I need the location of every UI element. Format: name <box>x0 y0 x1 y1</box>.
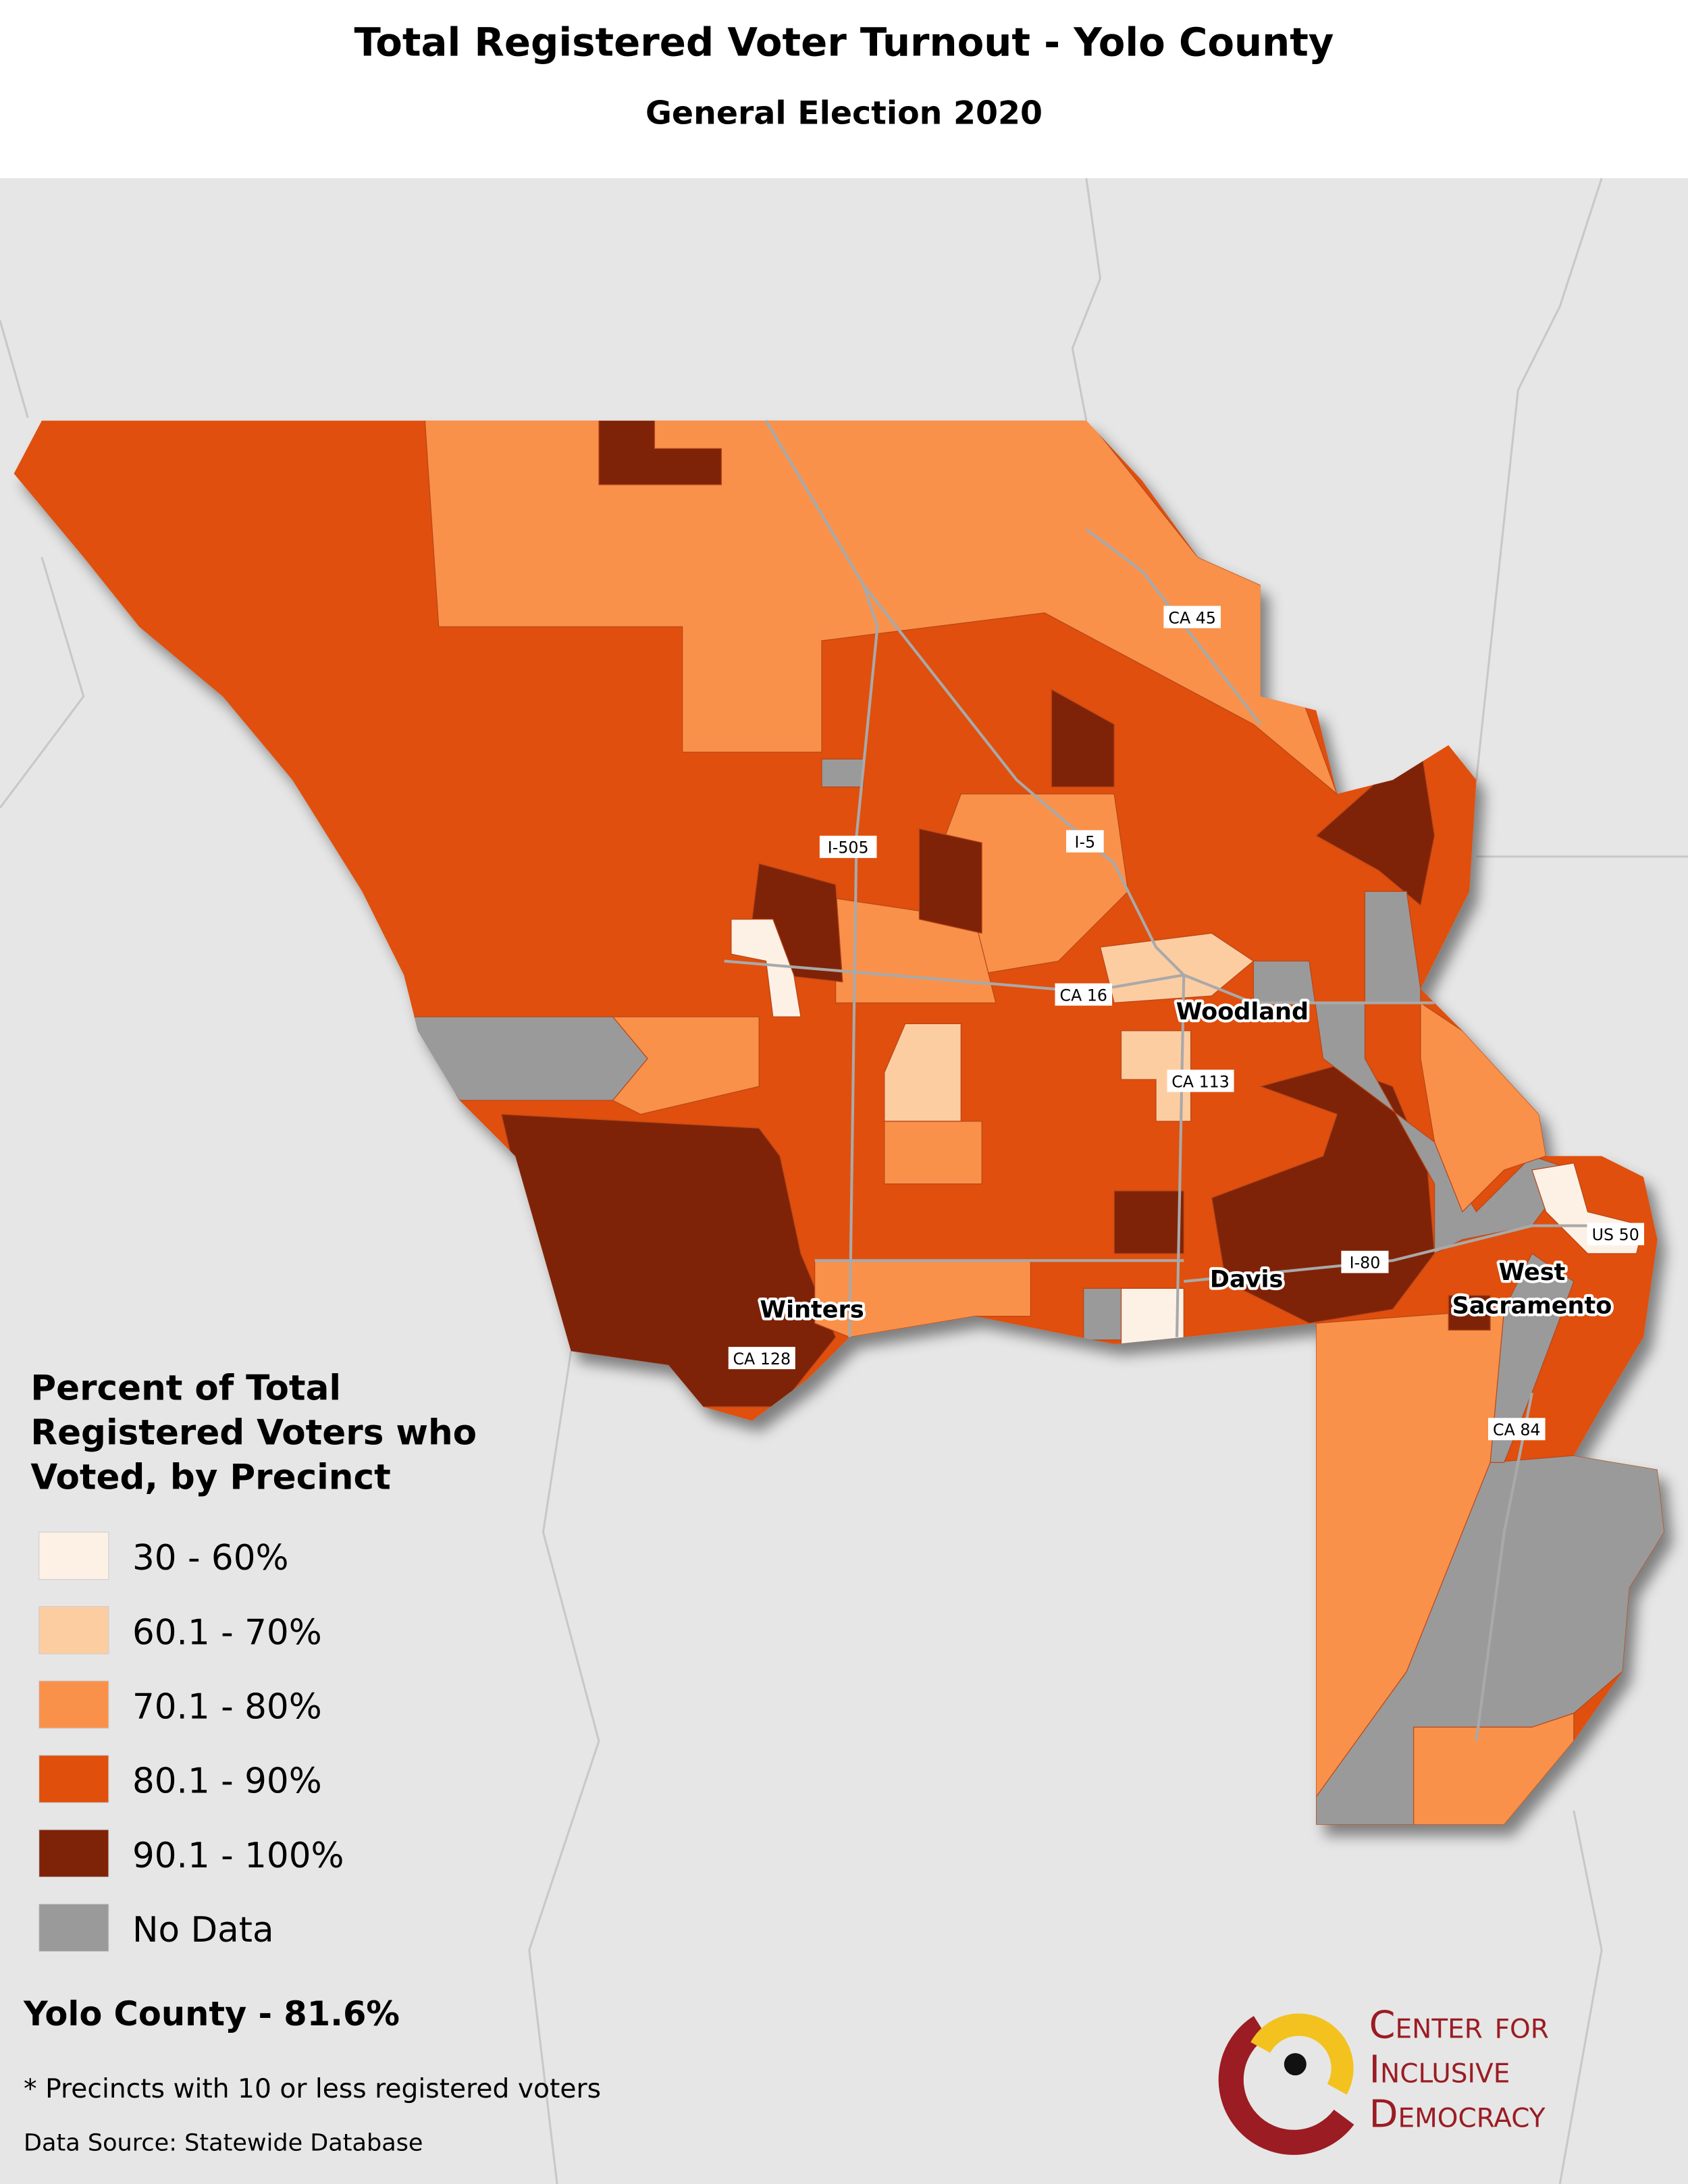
neighbor-boundaries <box>0 178 1688 2184</box>
legend-label: 90.1 - 100% <box>132 1836 344 1876</box>
road-label: CA 128 <box>733 1350 791 1368</box>
road-label: I-505 <box>828 838 869 857</box>
precinct-areas <box>403 421 1664 1825</box>
legend-label: 70.1 - 80% <box>132 1686 322 1727</box>
road-shield <box>1163 606 1221 629</box>
road-shield <box>819 835 877 858</box>
road-shield <box>1341 1250 1389 1273</box>
road-shield <box>728 1347 795 1370</box>
header-band <box>0 0 1688 179</box>
legend-title: Voted, by Precinct <box>30 1457 390 1497</box>
place-label: Woodland <box>1176 998 1309 1026</box>
legend-label: 60.1 - 70% <box>132 1612 322 1653</box>
road-shield <box>1167 1069 1234 1092</box>
logo-text: Inclusive <box>1369 2048 1510 2092</box>
roads <box>724 420 1643 1742</box>
road-label: CA 16 <box>1060 986 1108 1005</box>
road-shield <box>1587 1223 1645 1246</box>
legend-swatch <box>38 1829 109 1877</box>
place-label: Davis <box>1210 1265 1283 1293</box>
map-title: Total Registered Voter Turnout - Yolo Co… <box>354 20 1334 65</box>
logo-text: Center for <box>1369 2003 1549 2047</box>
legend-swatch <box>38 1680 109 1729</box>
legend-title: Registered Voters who <box>30 1412 477 1453</box>
legend-swatch <box>38 1903 109 1952</box>
road-shield <box>1488 1418 1546 1441</box>
road-label: CA 45 <box>1168 608 1216 627</box>
legend-title: Percent of Total <box>30 1368 341 1408</box>
road-label: I-5 <box>1075 832 1096 851</box>
road-labels: CA 45 I-505 I-5 CA 16 CA 113 I-80 US 50 CA 128 C… <box>728 606 1645 1441</box>
road-shield <box>1055 983 1113 1006</box>
place-label: Winters <box>760 1296 864 1324</box>
legend-label: 80.1 - 90% <box>132 1761 322 1802</box>
data-source: Data Source: Statewide Database <box>24 2129 423 2156</box>
legend-swatch <box>38 1606 109 1655</box>
legend-label: 30 - 60% <box>132 1538 289 1578</box>
map-subtitle: General Election 2020 <box>645 95 1043 132</box>
logo-arc-yellow <box>1250 2013 1354 2095</box>
legend-swatch <box>38 1755 109 1803</box>
legend-label: No Data <box>132 1910 274 1950</box>
road-label: CA 84 <box>1493 1420 1541 1439</box>
road-label: CA 113 <box>1171 1072 1230 1091</box>
logo-dot <box>1284 2053 1307 2076</box>
footnote: * Precincts with 10 or less registered v… <box>24 2074 601 2104</box>
place-label: West <box>1499 1258 1566 1286</box>
road-shield <box>1066 830 1104 853</box>
logo-text: Democracy <box>1369 2092 1546 2136</box>
county-shape <box>14 421 1664 1825</box>
place-labels: Woodland Davis Winters West Sacramento <box>757 995 1614 1327</box>
road-label: US 50 <box>1592 1225 1639 1244</box>
logo-arc-red <box>1218 2016 1354 2155</box>
legend-swatch <box>38 1531 109 1580</box>
place-label: Sacramento <box>1452 1292 1612 1320</box>
county-total: Yolo County - 81.6% <box>23 1994 400 2033</box>
road-label: I-80 <box>1350 1253 1381 1272</box>
